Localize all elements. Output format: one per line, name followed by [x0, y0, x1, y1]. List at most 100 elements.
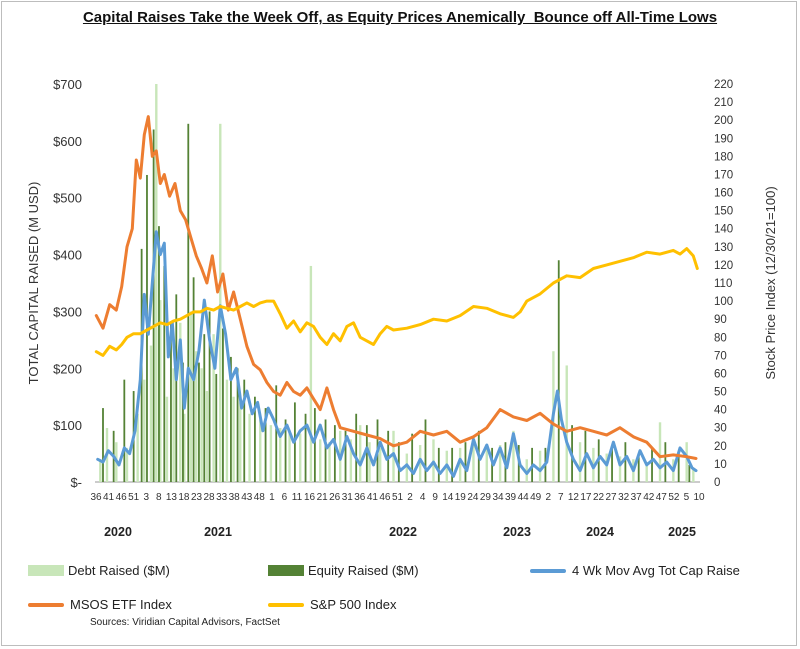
equity-bar: [182, 362, 184, 482]
x-tick-label: 23: [191, 492, 203, 503]
debt-bar: [538, 450, 542, 482]
debt-bar: [279, 427, 282, 482]
equity-bar: [152, 129, 155, 482]
y-right-tick-label: 210: [714, 97, 733, 109]
equity-bar: [324, 419, 327, 482]
equity-bar: [411, 433, 414, 482]
year-label: 2024: [586, 525, 614, 539]
y-right-tick-label: 150: [714, 206, 733, 218]
debt-bar: [232, 396, 235, 482]
x-tick-label: 29: [480, 492, 492, 503]
legend-msos-swatch: [28, 602, 64, 607]
debt-bar: [179, 322, 182, 482]
equity-bar: [464, 442, 467, 482]
x-tick-label: 39: [505, 492, 517, 503]
equity-bar: [236, 368, 239, 482]
legend-msos-label: MSOS ETF Index: [70, 597, 172, 612]
x-tick-label: 11: [292, 492, 303, 503]
x-tick-label: 51: [128, 492, 140, 503]
x-tick-label: 2: [407, 492, 413, 503]
y-right-tick-label: 30: [714, 423, 727, 435]
x-tick-label: 47: [656, 492, 668, 503]
debt-bar: [225, 379, 229, 482]
x-tick-label: 31: [342, 492, 354, 503]
debt-bar: [212, 334, 215, 482]
legend-sp500-label: S&P 500 Index: [310, 597, 397, 612]
equity-bar: [254, 396, 256, 482]
debt-bar: [525, 459, 528, 482]
equity-bar: [313, 408, 316, 482]
x-tick-label: 37: [631, 492, 643, 503]
equity-bar: [198, 362, 200, 482]
debt-bar: [498, 445, 502, 482]
y-right-tick-label: 220: [714, 79, 733, 91]
debt-bar: [349, 439, 353, 482]
debt-bar: [259, 419, 262, 482]
y-left-axis-title: TOTAL CAPITAL RAISED (M USD): [26, 182, 41, 385]
equity-bar: [611, 447, 613, 482]
debt-bar: [172, 368, 175, 482]
y-right-tick-label: 0: [714, 477, 720, 489]
y-right-tick-label: 160: [714, 188, 733, 200]
x-tick-label: 19: [455, 492, 467, 503]
y-right-tick-label: 180: [714, 151, 733, 163]
4-wk-mov-avg-tot-cap-raise-line: [96, 230, 698, 478]
debt-bar: [658, 422, 662, 482]
year-label: 2021: [204, 525, 232, 539]
y-right-tick-label: 120: [714, 260, 733, 272]
equity-bar: [688, 464, 691, 482]
y-right-tick-label: 130: [714, 242, 733, 254]
x-tick-label: 18: [178, 492, 190, 503]
debt-bar: [195, 351, 198, 482]
debt-bar: [136, 413, 139, 482]
equity-bar: [203, 334, 206, 482]
x-tick-label: 10: [693, 492, 705, 503]
equity-bar: [677, 453, 680, 482]
x-tick-label: 9: [432, 492, 438, 503]
year-label: 2023: [503, 525, 531, 539]
equity-bar: [275, 385, 278, 482]
equity-bar: [123, 379, 126, 482]
x-tick-label: 17: [580, 492, 592, 503]
equity-bar: [230, 356, 232, 482]
debt-bar: [99, 459, 102, 482]
x-tick-label: 27: [606, 492, 618, 503]
legend-debt-swatch: [28, 565, 64, 576]
debt-bar: [155, 84, 158, 482]
debt-bar: [618, 456, 622, 482]
y-left-tick-label: $300: [53, 304, 82, 319]
debt-bar: [358, 425, 362, 482]
year-label: 2025: [668, 525, 696, 539]
x-tick-label: 34: [492, 492, 504, 503]
equity-bar: [333, 425, 336, 482]
debt-bar: [692, 467, 695, 482]
x-tick-label: 42: [643, 492, 655, 503]
debt-bar: [205, 391, 209, 482]
y-right-tick-label: 50: [714, 387, 727, 399]
x-tick-label: 4: [420, 492, 426, 503]
equity-bar: [187, 123, 190, 483]
x-tick-label: 38: [229, 492, 241, 503]
y-left-tick-label: $400: [53, 248, 82, 263]
x-tick-label: 22: [593, 492, 605, 503]
legend-moving-avg-swatch: [530, 568, 566, 573]
equity-bar: [170, 322, 172, 482]
year-label: 2020: [104, 525, 132, 539]
msos-etf-index-line: [94, 115, 698, 460]
y-right-tick-label: 60: [714, 368, 727, 380]
x-tick-label: 21: [317, 492, 329, 503]
x-tick-label: 41: [367, 492, 379, 503]
debt-bar: [219, 123, 222, 483]
x-tick-label: 2: [545, 492, 551, 503]
chart-title: Capital Raises Take the Week Off, as Equ…: [82, 9, 718, 26]
x-tick-label: 46: [116, 492, 128, 503]
debt-bar: [189, 311, 193, 482]
x-tick-label: 14: [442, 492, 454, 503]
y-left-tick-label: $200: [53, 361, 82, 376]
year-label: 2022: [389, 525, 417, 539]
y-right-tick-label: 10: [714, 459, 727, 471]
legend-msos: MSOS ETF Index: [28, 597, 172, 612]
debt-bar: [512, 430, 515, 482]
debt-bar: [405, 453, 409, 482]
equity-bar: [637, 453, 640, 482]
